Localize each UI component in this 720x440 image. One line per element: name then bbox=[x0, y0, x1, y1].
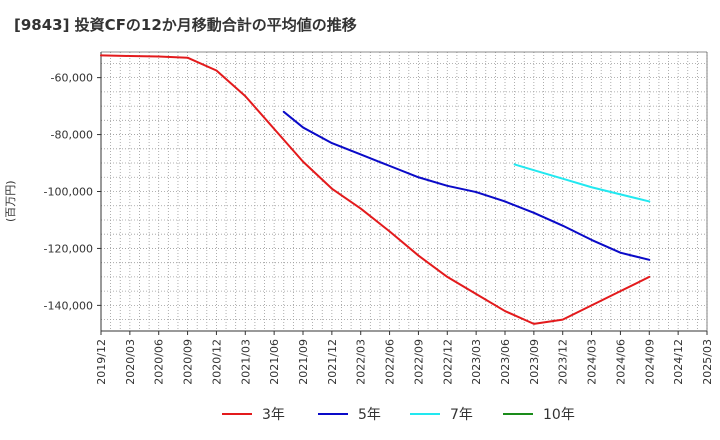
x-tick-label: 2025/03 bbox=[701, 339, 714, 385]
x-tick-label: 2020/03 bbox=[124, 339, 137, 385]
x-tick-label: 2021/09 bbox=[297, 339, 310, 385]
x-tick-label: 2023/03 bbox=[470, 339, 483, 385]
y-tick-label: -120,000 bbox=[44, 242, 93, 255]
x-tick-label: 2020/06 bbox=[153, 339, 166, 385]
x-tick-label: 2023/09 bbox=[528, 339, 541, 385]
chart-title: [9843] 投資CFの12か月移動合計の平均値の推移 bbox=[14, 16, 357, 34]
x-tick-label: 2023/06 bbox=[499, 339, 512, 385]
chart-legend: 3年 5年 7年 10年 bbox=[0, 400, 720, 430]
series-line-1 bbox=[100, 54, 651, 325]
legend-item: 5年 bbox=[318, 406, 381, 423]
legend-label: 3年 bbox=[262, 407, 285, 423]
legend-swatch bbox=[222, 413, 252, 415]
y-tick-label: -60,000 bbox=[51, 72, 93, 85]
legend-item: 7年 bbox=[410, 406, 473, 423]
legend-item: 3年 bbox=[222, 406, 285, 423]
series-line-3 bbox=[513, 163, 651, 203]
x-tick-label: 2021/03 bbox=[239, 339, 252, 385]
x-tick-label: 2022/09 bbox=[412, 339, 425, 385]
x-tick-label: 2019/12 bbox=[95, 339, 108, 385]
x-tick-label: 2024/09 bbox=[643, 339, 656, 385]
x-tick-label: 2020/12 bbox=[210, 339, 223, 385]
legend-label: 10年 bbox=[543, 407, 575, 423]
legend-label: 5年 bbox=[358, 407, 381, 423]
x-tick-label: 2024/06 bbox=[614, 339, 627, 385]
x-tick-label: 2022/06 bbox=[384, 339, 397, 385]
x-tick-label: 2024/03 bbox=[586, 339, 599, 385]
x-tick-label: 2021/12 bbox=[326, 339, 339, 385]
line-chart: -60,000 -80,000 -100,000 -120,000 -140,000 20… bbox=[44, 51, 714, 385]
x-tick-label: 2020/09 bbox=[182, 339, 195, 385]
legend-swatch bbox=[410, 413, 440, 415]
y-tick-label: -100,000 bbox=[44, 186, 93, 199]
x-tick-label: 2024/12 bbox=[672, 339, 685, 385]
legend-item: 10年 bbox=[503, 406, 575, 423]
y-tick-label: -140,000 bbox=[44, 299, 93, 312]
y-tick-label: -80,000 bbox=[51, 129, 93, 142]
x-tick-label: 2022/12 bbox=[441, 339, 454, 385]
series-line-2 bbox=[282, 110, 651, 261]
legend-swatch bbox=[318, 413, 348, 415]
legend-swatch bbox=[503, 413, 533, 415]
x-tick-label: 2022/03 bbox=[355, 339, 368, 385]
x-tick-label: 2021/06 bbox=[268, 339, 281, 385]
legend-label: 7年 bbox=[450, 407, 473, 423]
x-tick-label: 2023/12 bbox=[557, 339, 570, 385]
